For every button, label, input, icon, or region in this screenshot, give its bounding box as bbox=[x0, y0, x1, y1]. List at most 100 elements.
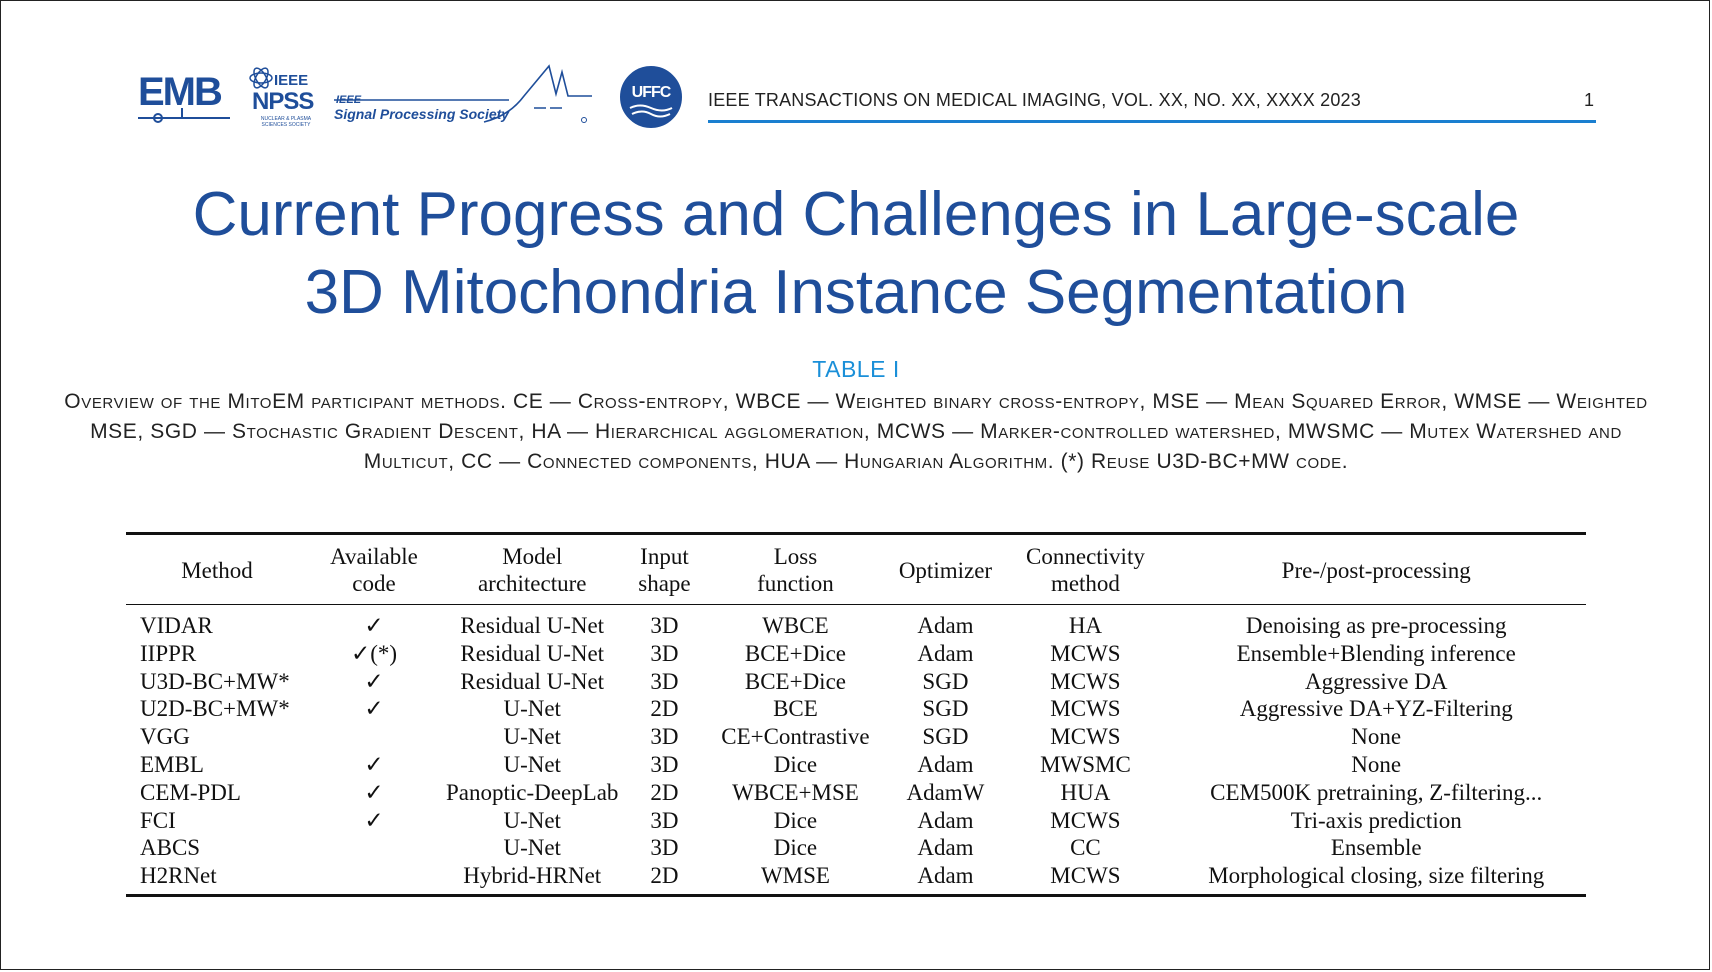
col-input: Input shape bbox=[624, 534, 704, 605]
cell-proc: Denoising as pre-processing bbox=[1245, 613, 1507, 638]
cell-input: 3D bbox=[650, 835, 679, 861]
cell-proc: None bbox=[1351, 724, 1402, 750]
cell-conn: MCWS bbox=[1050, 668, 1121, 694]
cell-optimizer: Adam bbox=[917, 807, 974, 833]
cell-arch: Residual U-Net bbox=[460, 640, 605, 666]
table-row: ABCS U-Net 3D Dice Adam CC Ensemble bbox=[126, 834, 1586, 862]
cell-arch: U-Net bbox=[503, 807, 561, 833]
cell-method: CEM-PDL bbox=[140, 779, 241, 805]
cell-loss: Dice bbox=[773, 807, 818, 833]
cell-proc: None bbox=[1351, 751, 1402, 777]
col-method: Method bbox=[181, 557, 253, 583]
cell-arch: U-Net bbox=[503, 696, 561, 722]
page-header: EMB IEEE NPSS NUCLEAR & PLASMA SCIENCES … bbox=[136, 62, 1596, 132]
cell-arch: Panoptic-DeepLab bbox=[446, 779, 619, 805]
cell-code bbox=[308, 834, 440, 862]
cell-loss: WBCE+MSE bbox=[732, 779, 859, 805]
col-input-line2: shape bbox=[638, 571, 691, 596]
cell-code bbox=[308, 862, 440, 895]
cell-method: U3D-BC+MW* bbox=[140, 668, 290, 694]
cell-optimizer: Adam bbox=[917, 751, 974, 777]
npss-subtext: NUCLEAR & PLASMA SCIENCES SOCIETY bbox=[260, 116, 312, 128]
table-row: U3D-BC+MW* ✓ Residual U-Net 3D BCE+Dice SGD MC… bbox=[126, 668, 1586, 696]
cell-input: 3D bbox=[650, 668, 679, 694]
cell-loss: BCE+Dice bbox=[744, 668, 846, 694]
paper-title: Current Progress and Challenges in Large… bbox=[0, 176, 1712, 332]
cell-proc: Tri-axis prediction bbox=[1290, 807, 1462, 833]
cell-method: FCI bbox=[140, 807, 176, 833]
col-loss-line1: Loss bbox=[773, 544, 818, 569]
cell-conn: MWSMC bbox=[1040, 751, 1131, 777]
table-row: FCI ✓ U-Net 3D Dice Adam MCWS Tri-axis predicti… bbox=[126, 807, 1586, 835]
cell-proc: Ensemble+Blending inference bbox=[1236, 640, 1516, 666]
cell-method: H2RNet bbox=[140, 863, 217, 889]
cell-arch: Residual U-Net bbox=[460, 668, 605, 694]
uffc-circle bbox=[620, 66, 682, 128]
cell-conn: CC bbox=[1070, 835, 1101, 861]
paper-title-line-2: 3D Mitochondria Instance Segmentation bbox=[304, 258, 1408, 327]
cell-conn: HA bbox=[1068, 613, 1103, 638]
col-proc: Pre-/post-processing bbox=[1281, 557, 1471, 583]
cell-optimizer: SGD bbox=[922, 668, 969, 694]
cell-conn: HUA bbox=[1060, 779, 1111, 805]
cell-code: ✓ bbox=[364, 668, 384, 694]
header-row: Method Available code Model architecture I… bbox=[126, 534, 1586, 605]
cell-input: 3D bbox=[650, 724, 679, 750]
table-row: CEM-PDL ✓ Panoptic-DeepLab 2D WBCE+MSE AdamW H… bbox=[126, 779, 1586, 807]
sps-name-text: Signal Processing Society bbox=[334, 106, 510, 122]
emb-circuit-icon bbox=[138, 108, 230, 123]
cell-conn: MCWS bbox=[1050, 863, 1121, 889]
cell-input: 2D bbox=[650, 863, 679, 889]
col-conn-line1: Connectivity bbox=[1026, 544, 1145, 569]
cell-optimizer: Adam bbox=[917, 640, 974, 666]
cell-method: EMBL bbox=[140, 751, 204, 777]
cell-optimizer: Adam bbox=[917, 613, 974, 638]
col-arch-line2: architecture bbox=[477, 571, 587, 596]
col-arch-line1: Model bbox=[502, 544, 563, 569]
cell-code: ✓ bbox=[364, 779, 384, 805]
cell-arch: U-Net bbox=[503, 724, 561, 750]
cell-optimizer: SGD bbox=[922, 724, 969, 750]
signal-wave-icon bbox=[334, 64, 592, 123]
cell-conn: MCWS bbox=[1050, 724, 1121, 750]
col-optimizer: Optimizer bbox=[898, 557, 993, 583]
cell-input: 3D bbox=[650, 640, 679, 666]
cell-arch: U-Net bbox=[503, 835, 561, 861]
table-row: U2D-BC+MW* ✓ U-Net 2D BCE SGD MCWS Aggressive D… bbox=[126, 695, 1586, 723]
cell-input: 3D bbox=[650, 751, 679, 777]
methods-table: Method Available code Model architecture I… bbox=[126, 532, 1586, 897]
cell-arch: Residual U-Net bbox=[460, 613, 605, 638]
cell-optimizer: SGD bbox=[922, 696, 969, 722]
cell-loss: BCE+Dice bbox=[744, 640, 846, 666]
cell-loss: CE+Contrastive bbox=[721, 724, 870, 750]
cell-loss: Dice bbox=[773, 751, 818, 777]
col-code-line1: Available bbox=[330, 544, 418, 569]
uffc-text: UFFC bbox=[631, 84, 672, 101]
cell-optimizer: Adam bbox=[917, 863, 974, 889]
cell-proc: Aggressive DA bbox=[1304, 668, 1448, 694]
col-conn: Connectivity method bbox=[1004, 534, 1166, 605]
emb-logo-text: EMB bbox=[138, 70, 223, 114]
table-row: VGG U-Net 3D CE+Contrastive SGD MCWS None bbox=[126, 723, 1586, 751]
cell-method: VIDAR bbox=[140, 613, 213, 638]
uffc-logo: UFFC bbox=[620, 66, 682, 128]
table-row: VIDAR ✓ Residual U-Net 3D WBCE Adam HA Denoisin… bbox=[126, 605, 1586, 640]
table-body: VIDAR ✓ Residual U-Net 3D WBCE Adam HA Denoisin… bbox=[126, 605, 1586, 896]
journal-title: IEEE TRANSACTIONS ON MEDICAL IMAGING, VO… bbox=[708, 90, 1361, 110]
cell-loss: WMSE bbox=[760, 863, 830, 889]
cell-optimizer: Adam bbox=[917, 835, 974, 861]
methods-table-wrapper: Method Available code Model architecture I… bbox=[126, 532, 1586, 897]
table-row: IIPPR ✓(*) Residual U-Net 3D BCE+Dice Adam MCW… bbox=[126, 640, 1586, 668]
cell-proc: Ensemble bbox=[1330, 835, 1422, 861]
cell-proc: Morphological closing, size filtering bbox=[1208, 863, 1545, 889]
table-row: H2RNet Hybrid-HRNet 2D WMSE Adam MCWS Morpholo… bbox=[126, 862, 1586, 895]
cell-code bbox=[308, 723, 440, 751]
col-loss-line2: function bbox=[757, 571, 834, 596]
npss-ieee-text: IEEE bbox=[274, 72, 309, 89]
cell-method: IIPPR bbox=[140, 640, 197, 666]
table-caption: Overview of the MitoEM participant metho… bbox=[64, 390, 1648, 473]
cell-input: 3D bbox=[650, 613, 679, 638]
col-conn-line2: method bbox=[1050, 571, 1120, 596]
page-number: 1 bbox=[1583, 90, 1594, 110]
cell-code: ✓ bbox=[364, 751, 384, 777]
